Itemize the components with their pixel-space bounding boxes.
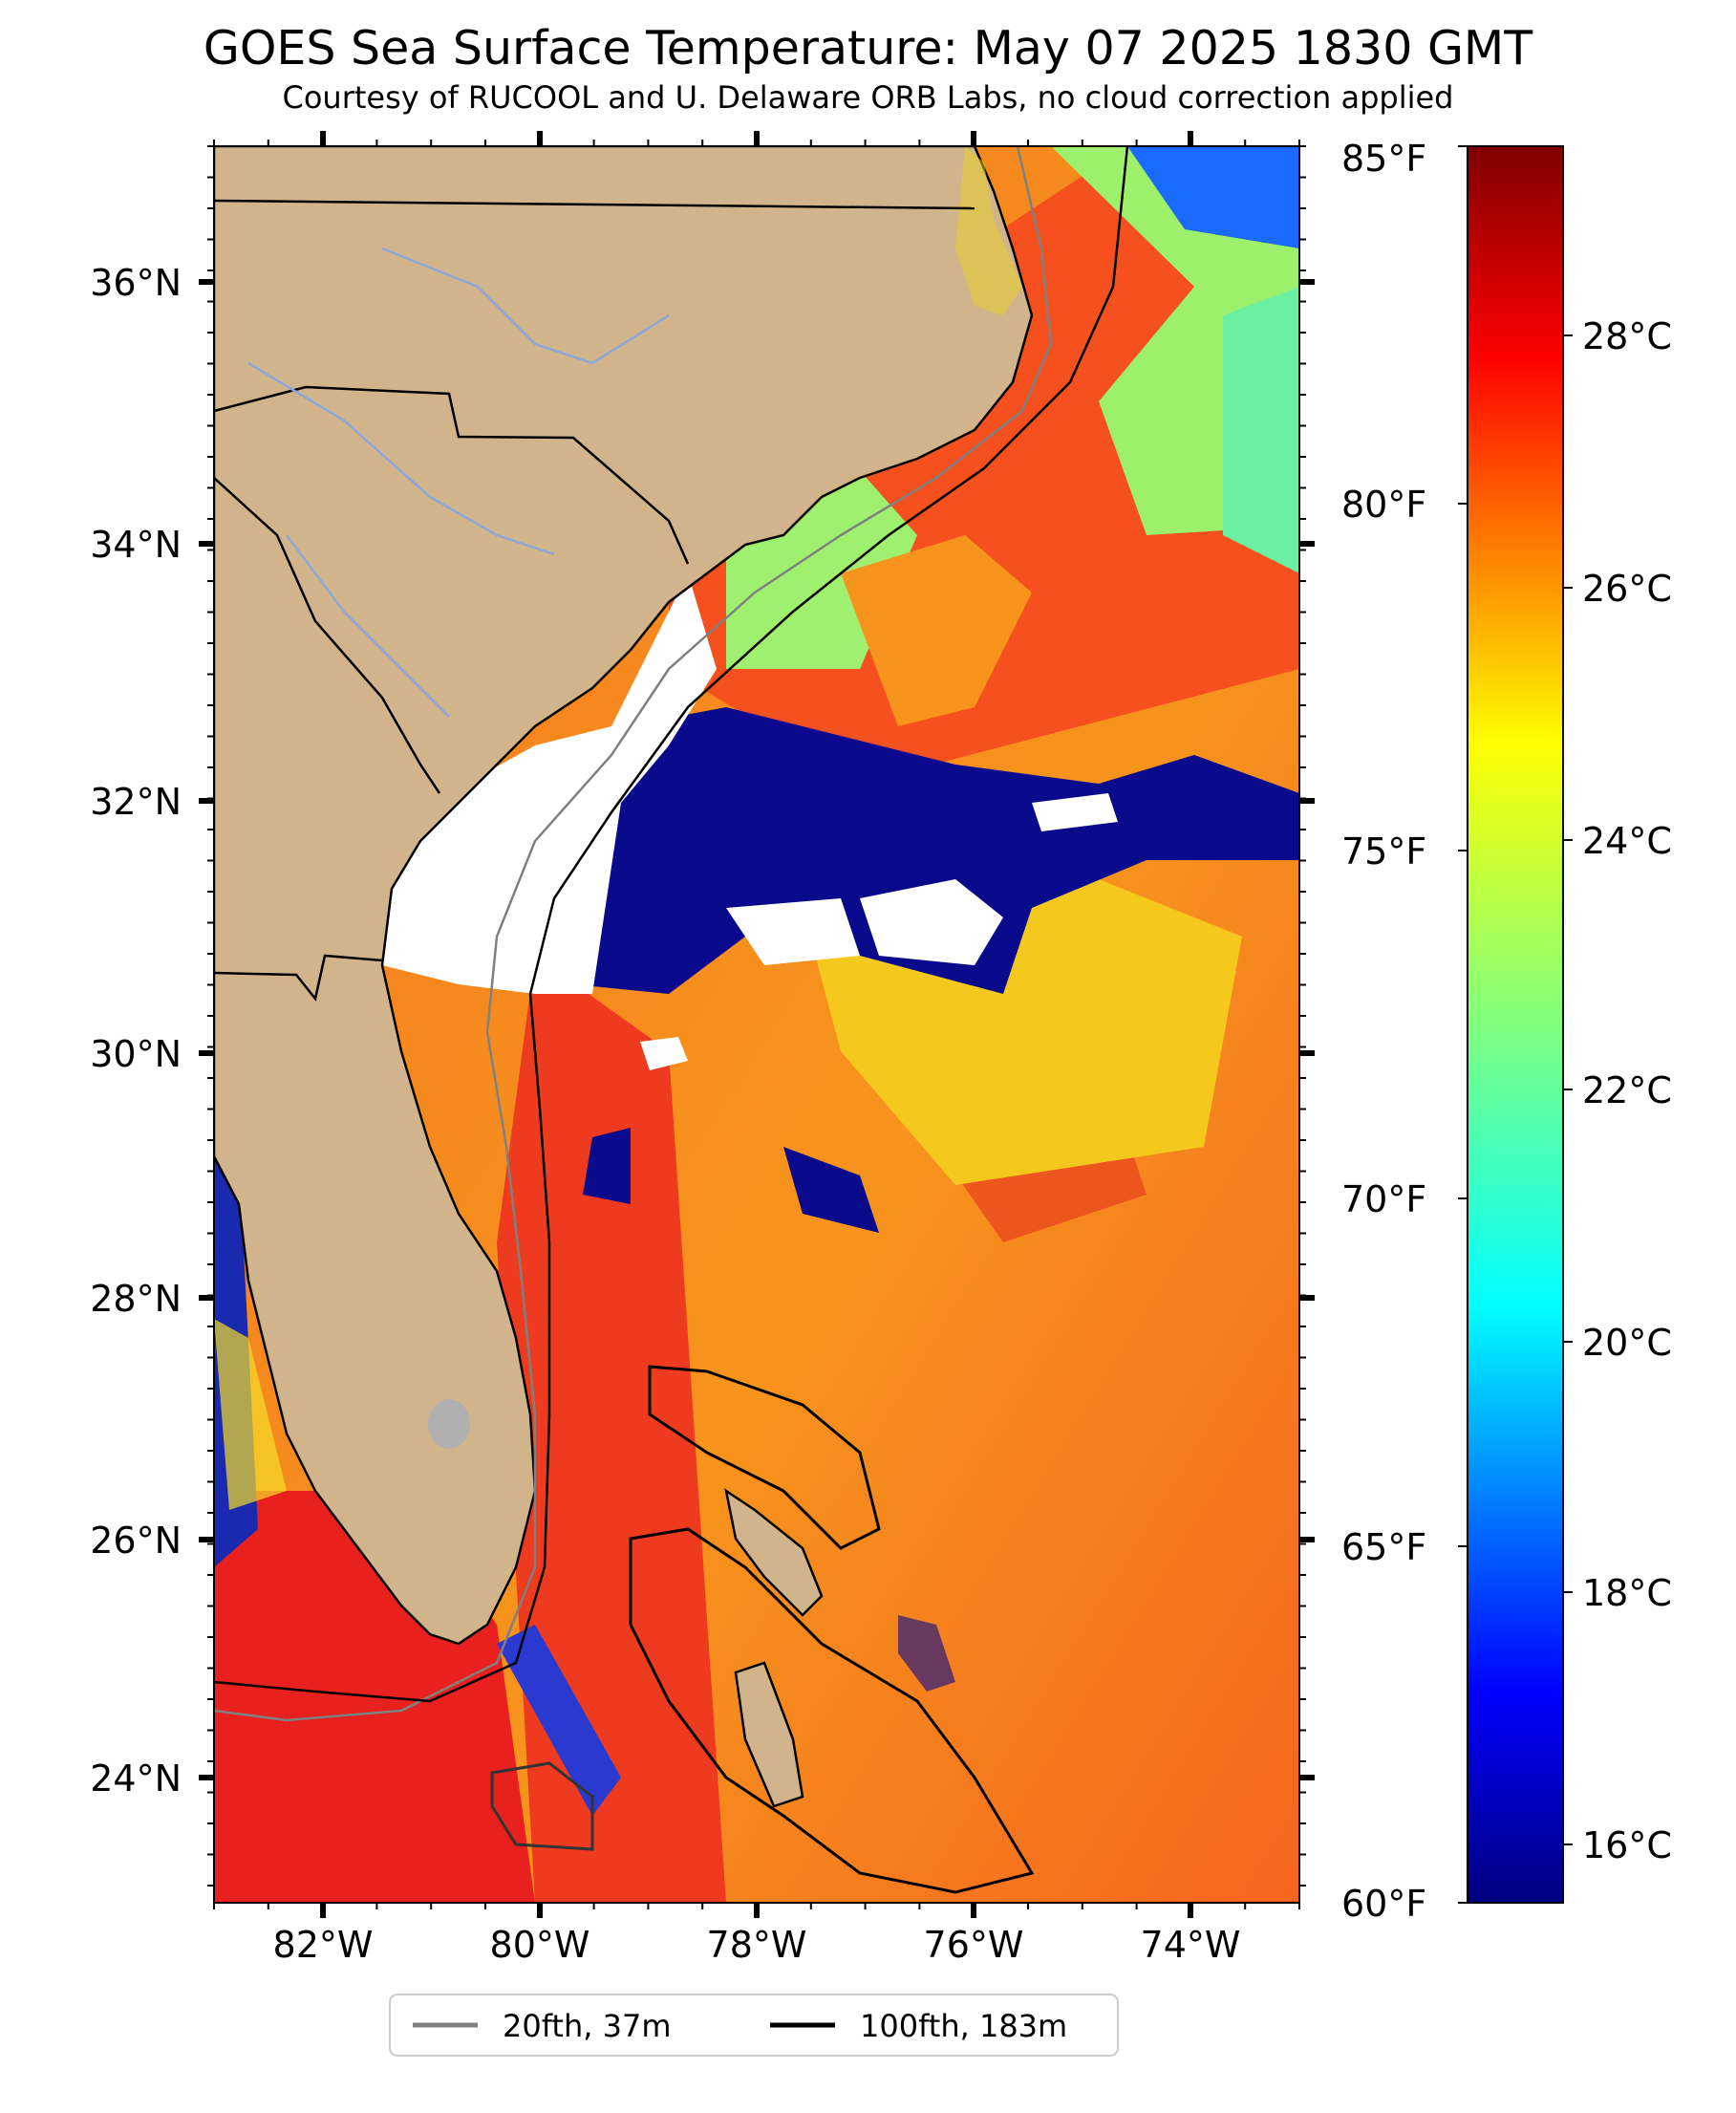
f-label-75: 75°F [1341,830,1426,873]
f-label-85: 85°F [1341,138,1426,180]
map-area [214,146,1299,1903]
land-southeast-us [214,146,1034,1646]
c-label-28: 28°C [1582,315,1672,357]
lat-label-28: 28°N [90,1278,182,1320]
c-label-22: 22°C [1582,1069,1672,1111]
cold-water-north [1127,146,1299,248]
colorbar-f-labels: 85°F 80°F 75°F 70°F 65°F 60°F [1341,138,1426,1925]
c-label-18: 18°C [1582,1572,1672,1614]
border-nc-va [214,199,975,210]
river-2 [247,361,555,556]
isobath-20fth [214,146,1053,1722]
colorbar-ticks [1458,145,1573,1904]
lon-label-76: 76°W [924,1924,1024,1966]
legend: 20fth, 37m 100fth, 183m [389,1994,1119,2057]
slope-water-cooler [1223,287,1299,573]
colorbar-c-labels: 28°C 26°C 24°C 22°C 20°C 18°C 16°C [1582,315,1672,1866]
great-bahama-bank-contour [629,1527,1035,1894]
f-label-65: 65°F [1341,1526,1426,1568]
lat-major-ticks [199,279,1315,1780]
cold-patch-east [783,1147,879,1233]
border-nc-sc [214,385,690,565]
legend-box [389,1994,1119,2057]
lon-label-74: 74°W [1141,1924,1241,1966]
f-label-60: 60°F [1341,1883,1426,1925]
lat-label-26: 26°N [90,1520,182,1562]
lon-major-ticks [320,131,1193,1918]
grand-bahama [724,1488,824,1617]
c-label-20: 20°C [1582,1322,1672,1364]
river-1 [381,247,670,365]
florida-strait-streak [497,1625,621,1816]
lat-label-24: 24°N [90,1757,182,1800]
legend-label-20fth: 20fth, 37m [503,2008,671,2044]
little-bahama-bank-contour [648,1365,881,1550]
page-subtitle: Courtesy of RUCOOL and U. Delaware ORB L… [282,79,1454,116]
bahamas-bank [898,1615,955,1692]
f-label-70: 70°F [1341,1178,1426,1220]
lon-label-80: 80°W [490,1924,590,1966]
gulf-coast-mixed [214,1319,287,1510]
colorbar [1467,145,1564,1904]
lon-label-82: 82°W [273,1924,374,1966]
cay-sal-bank-contour [490,1761,594,1851]
border-sc-ga [214,477,441,794]
lon-tick-labels: 82°W 80°W 78°W 76°W 74°W [273,1924,1241,1966]
lat-label-30: 30°N [90,1033,182,1075]
cold-patch-west [583,1128,631,1204]
cloud-patch-2 [860,879,1003,965]
lat-label-36: 36°N [90,262,182,304]
lat-tick-labels: 36°N 34°N 32°N 30°N 28°N 26°N 24°N [90,262,182,1800]
cloud-patch-4 [640,1037,688,1070]
pamlico-sound [955,146,1022,315]
shelf-warm-streak [841,535,1032,726]
f-label-80: 80°F [1341,484,1426,526]
legend-label-100fth: 100fth, 183m [860,2008,1067,2044]
lat-label-34: 34°N [90,524,182,566]
c-label-24: 24°C [1582,820,1672,862]
c-label-26: 26°C [1582,568,1672,610]
lat-label-32: 32°N [90,781,182,823]
lake-okeechobee [428,1399,470,1449]
isobath-100fth [214,146,1129,1703]
lon-label-78: 78°W [707,1924,807,1966]
border-ga-fl [214,954,383,1002]
cloud-patch-3 [1032,793,1118,831]
cloud-mask-georgia [382,573,717,994]
river-3 [286,534,450,718]
page-title: GOES Sea Surface Temperature: May 07 202… [203,21,1533,75]
andros-island [734,1661,804,1808]
c-label-16: 16°C [1582,1824,1672,1866]
cloud-patch-1 [726,898,860,965]
